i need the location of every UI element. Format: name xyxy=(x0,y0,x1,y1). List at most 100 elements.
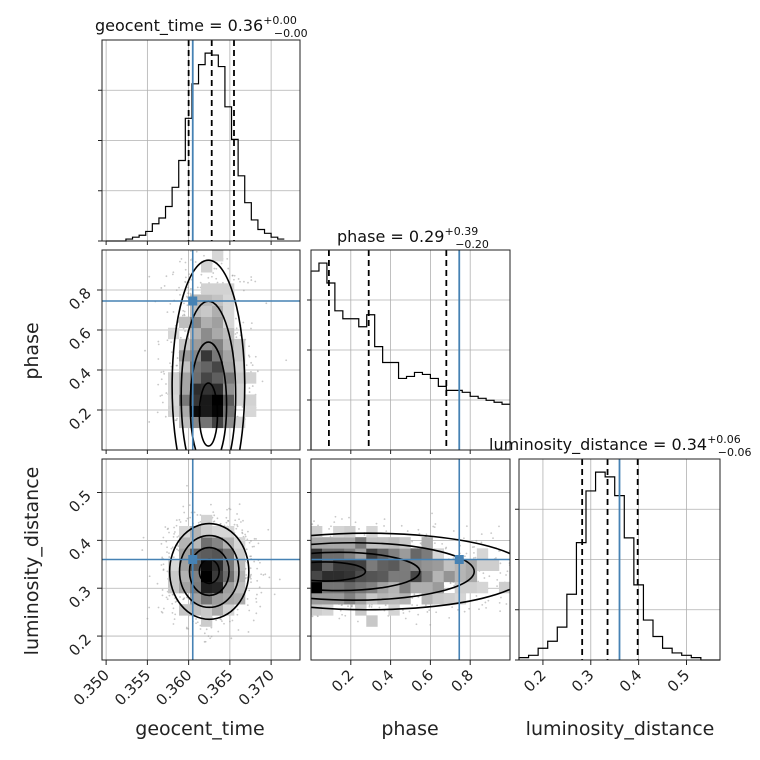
scatter-point xyxy=(235,336,238,339)
density-cell xyxy=(234,350,246,362)
scatter-point xyxy=(248,355,251,358)
density-cell xyxy=(201,394,213,406)
density-cell xyxy=(190,604,202,616)
scatter-point xyxy=(160,564,163,566)
scatter-point xyxy=(233,274,236,277)
density-cell xyxy=(234,361,246,373)
scatter-point xyxy=(230,637,233,640)
scatter-point xyxy=(236,513,238,515)
scatter-point xyxy=(463,537,465,540)
density-cell xyxy=(377,570,389,583)
scatter-point xyxy=(465,525,468,528)
scatter-point xyxy=(196,286,199,289)
scatter-point xyxy=(235,317,237,320)
density-cell xyxy=(333,581,345,594)
scatter-point xyxy=(495,557,497,559)
density-cell xyxy=(212,316,224,329)
density-cell xyxy=(366,570,378,583)
scatter-point xyxy=(172,623,175,625)
scatter-point xyxy=(146,617,149,620)
scatter-point xyxy=(180,258,183,260)
scatter-point xyxy=(452,557,455,560)
density-cell xyxy=(212,526,224,538)
density-cell xyxy=(234,548,246,560)
scatter-point xyxy=(474,556,477,559)
scatter-point xyxy=(262,574,265,576)
scatter-point xyxy=(253,560,256,563)
density-cell xyxy=(168,581,180,594)
scatter-point xyxy=(184,268,187,271)
scatter-point xyxy=(433,542,436,545)
scatter-point xyxy=(248,609,251,612)
scatter-point xyxy=(231,274,234,277)
scatter-point xyxy=(215,267,218,270)
scatter-point xyxy=(205,628,208,631)
density-cell xyxy=(311,570,323,583)
scatter-point xyxy=(240,521,242,523)
scatter-point xyxy=(498,601,501,604)
scatter-point xyxy=(404,617,407,620)
density-cell xyxy=(311,526,323,538)
scatter-point xyxy=(197,521,200,524)
density-cell xyxy=(190,383,202,395)
scatter-point xyxy=(256,593,258,596)
scatter-point xyxy=(185,627,188,630)
scatter-point xyxy=(166,598,169,601)
scatter-point xyxy=(264,573,267,576)
scatter-point xyxy=(236,524,238,526)
scatter-point xyxy=(161,556,164,559)
scatter-point xyxy=(172,311,175,313)
scatter-point xyxy=(168,594,171,597)
density-cell xyxy=(399,548,411,560)
scatter-point xyxy=(183,597,186,600)
scatter-point xyxy=(251,364,254,367)
density-cell xyxy=(179,394,191,406)
scatter-point xyxy=(165,275,168,278)
density-cell xyxy=(190,416,202,429)
scatter-point xyxy=(163,372,166,375)
density-cell xyxy=(179,372,191,384)
scatter-point xyxy=(249,574,252,577)
density-cell xyxy=(179,537,191,549)
scatter-point xyxy=(186,286,189,289)
scatter-point xyxy=(250,577,252,580)
scatter-point xyxy=(496,578,499,581)
scatter-point xyxy=(411,597,414,599)
density-cell xyxy=(223,283,235,295)
density-cell xyxy=(201,537,213,549)
scatter-point xyxy=(485,606,487,609)
density-cell xyxy=(311,581,323,594)
density-cell xyxy=(234,383,246,395)
scatter-point xyxy=(368,604,371,607)
density-cell xyxy=(212,593,224,605)
scatter-point xyxy=(195,618,197,620)
scatter-point xyxy=(441,542,444,545)
density-cell xyxy=(201,372,213,384)
scatter-point xyxy=(194,261,197,263)
scatter-point xyxy=(217,630,220,633)
scatter-point xyxy=(246,604,249,606)
density-cell xyxy=(223,526,235,538)
scatter-point xyxy=(189,292,192,295)
scatter-point xyxy=(174,613,177,616)
density-cell xyxy=(212,548,224,560)
density-cell xyxy=(366,559,378,571)
scatter-point xyxy=(177,549,180,552)
scatter-point xyxy=(384,604,387,607)
contour-geocent_time-luminosity_distance xyxy=(178,534,240,609)
scatter-point xyxy=(368,605,371,608)
scatter-point xyxy=(148,421,151,423)
density-cell xyxy=(399,593,411,605)
density-cell xyxy=(179,548,191,560)
scatter-point xyxy=(250,540,252,542)
density-cell xyxy=(410,581,422,594)
density-cell xyxy=(311,604,323,616)
scatter-point xyxy=(186,517,189,520)
density-cell xyxy=(201,261,213,273)
scatter-point xyxy=(426,611,429,613)
density-cell xyxy=(190,526,202,538)
density-cell xyxy=(201,570,213,583)
scatter-point xyxy=(148,575,151,578)
density-cell xyxy=(190,316,202,329)
scatter-point xyxy=(193,511,196,514)
